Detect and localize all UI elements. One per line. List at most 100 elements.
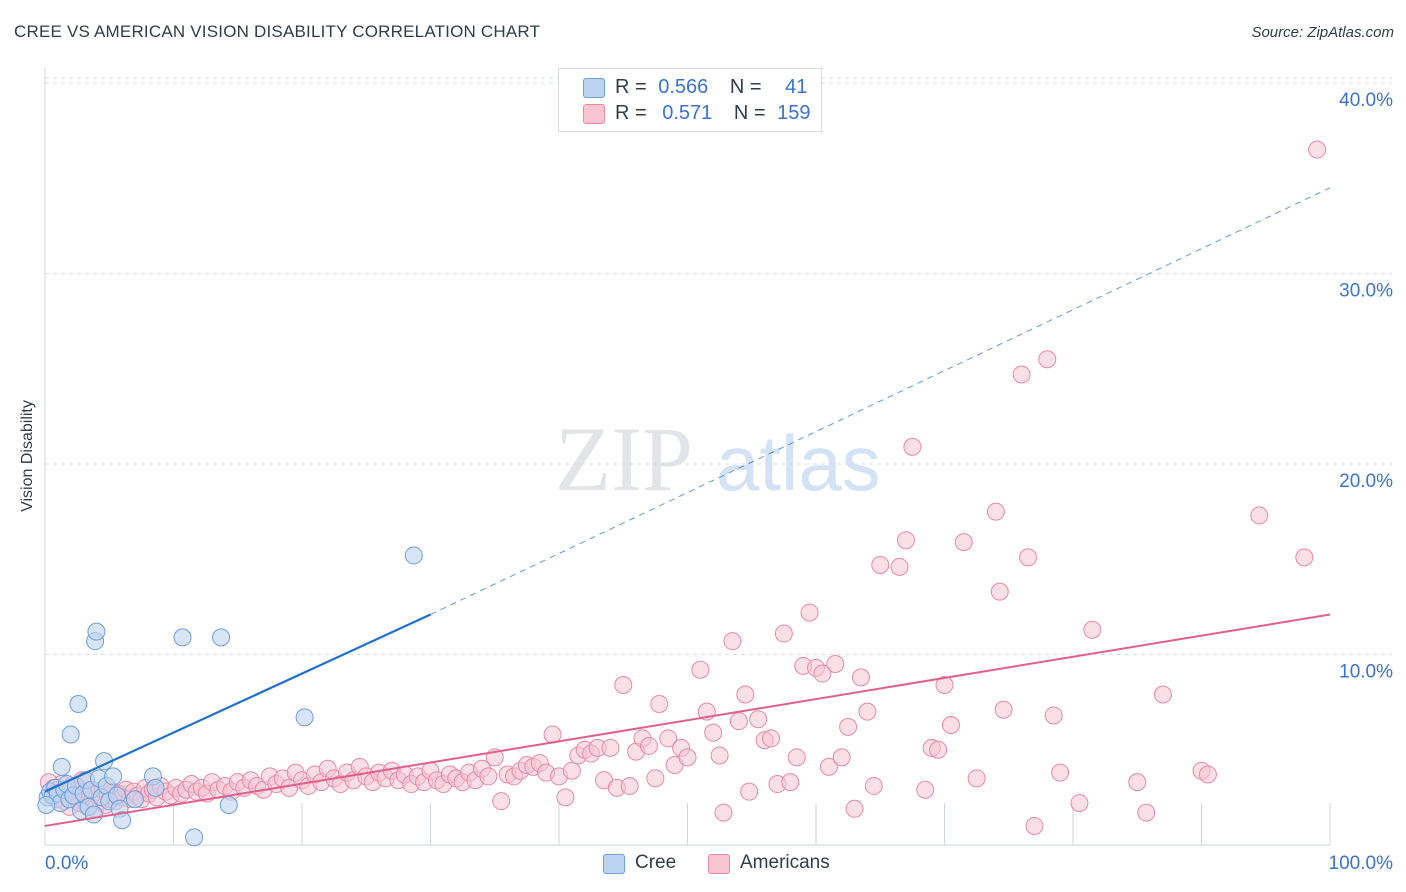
tick-labels: 10.0% 20.0% 30.0% 40.0% 0.0% 100.0%	[45, 90, 1393, 874]
x-tick-label: 0.0%	[45, 853, 88, 874]
americans-point	[650, 695, 669, 714]
americans-point	[800, 603, 819, 622]
americans-point	[729, 712, 748, 731]
axes	[44, 68, 1331, 846]
cree-legend-swatch	[603, 854, 625, 874]
americans-point	[1153, 685, 1172, 704]
americans-point	[1025, 816, 1044, 835]
americans-point	[614, 675, 633, 694]
cree-trend-extension	[430, 187, 1331, 615]
americans-point	[1019, 548, 1038, 567]
americans-point	[1198, 765, 1217, 784]
cree-trend-line	[44, 613, 431, 793]
americans-point	[740, 782, 759, 801]
americans-point	[826, 655, 845, 674]
y-tick-label: 20.0%	[1339, 471, 1393, 492]
cree-point	[219, 795, 238, 814]
americans-point	[1044, 706, 1063, 725]
y-tick-label: 30.0%	[1339, 281, 1393, 302]
americans-point	[714, 803, 733, 822]
americans-point	[620, 776, 639, 795]
americans-point	[916, 780, 935, 799]
cree-point	[69, 695, 88, 714]
americans-point	[1070, 794, 1089, 813]
americans-point	[678, 748, 697, 767]
americans-point	[704, 723, 723, 742]
americans-point	[851, 668, 870, 687]
americans-n-value: 159	[777, 102, 811, 124]
americans-point	[935, 675, 954, 694]
chart-title: CREE VS AMERICAN VISION DISABILITY CORRE…	[14, 22, 541, 41]
americans-point	[639, 736, 658, 755]
americans-point	[1012, 365, 1031, 384]
americans-legend-label: Americans	[740, 852, 830, 873]
americans-point	[736, 685, 755, 704]
cree-point	[173, 628, 192, 647]
americans-r-label: R =	[615, 102, 647, 124]
americans-point	[691, 660, 710, 679]
cree-point	[146, 778, 165, 797]
americans-legend-swatch	[708, 854, 730, 874]
cree-point	[295, 708, 314, 727]
americans-point	[1137, 803, 1156, 822]
cree-r-label: R =	[615, 76, 647, 98]
watermark-zip: ZIP	[555, 408, 693, 510]
americans-point	[832, 748, 851, 767]
americans-point	[710, 746, 729, 765]
americans-point	[967, 769, 986, 788]
americans-point	[954, 533, 973, 552]
cree-point	[113, 811, 132, 830]
cree-n-value: 41	[785, 76, 808, 98]
y-tick-label: 40.0%	[1339, 90, 1393, 111]
cree-point	[212, 628, 231, 647]
x-tick-label: 100.0%	[1329, 853, 1394, 874]
americans-point	[819, 757, 838, 776]
americans-point	[646, 769, 665, 788]
cree-point	[61, 725, 80, 744]
cree-point	[87, 622, 106, 641]
cree-point	[37, 795, 56, 814]
americans-point	[1051, 763, 1070, 782]
americans-point	[929, 740, 948, 759]
stats-legend: R = 0.566 N = 41 R = 0.571 N = 159	[558, 68, 822, 132]
americans-r-value: 0.571	[662, 102, 713, 124]
americans-point	[994, 700, 1013, 719]
cree-point	[125, 790, 144, 809]
americans-point	[1038, 350, 1057, 369]
americans-trend-line	[44, 613, 1331, 827]
cree-points	[37, 546, 423, 847]
source-label: Source: ZipAtlas.com	[1251, 24, 1394, 41]
americans-point	[492, 792, 511, 811]
americans-point	[845, 799, 864, 818]
americans-point	[871, 555, 890, 574]
cree-swatch	[583, 78, 605, 98]
cree-point	[104, 767, 123, 786]
americans-point	[601, 738, 620, 757]
americans-point	[1308, 140, 1327, 159]
americans-point	[986, 502, 1005, 521]
americans-point	[749, 710, 768, 729]
trend-lines	[44, 187, 1331, 827]
americans-point	[659, 729, 678, 748]
americans-point	[896, 531, 915, 550]
americans-point	[858, 702, 877, 721]
americans-point	[562, 761, 581, 780]
americans-swatch	[583, 104, 605, 124]
y-tick-label: 10.0%	[1339, 662, 1393, 683]
americans-point	[1295, 548, 1314, 567]
americans-point	[1083, 620, 1102, 639]
americans-point	[723, 632, 742, 651]
americans-point	[941, 715, 960, 734]
cree-point	[404, 546, 423, 565]
cree-point	[185, 828, 204, 847]
americans-point	[774, 624, 793, 643]
americans-point	[1250, 506, 1269, 525]
cree-point	[52, 757, 71, 776]
grid-lines	[45, 77, 1392, 655]
cree-point	[84, 805, 103, 824]
cree-legend-label: Cree	[635, 852, 677, 873]
cree-r-value: 0.566	[658, 76, 709, 98]
americans-point	[813, 664, 832, 683]
americans-point	[1128, 773, 1147, 792]
